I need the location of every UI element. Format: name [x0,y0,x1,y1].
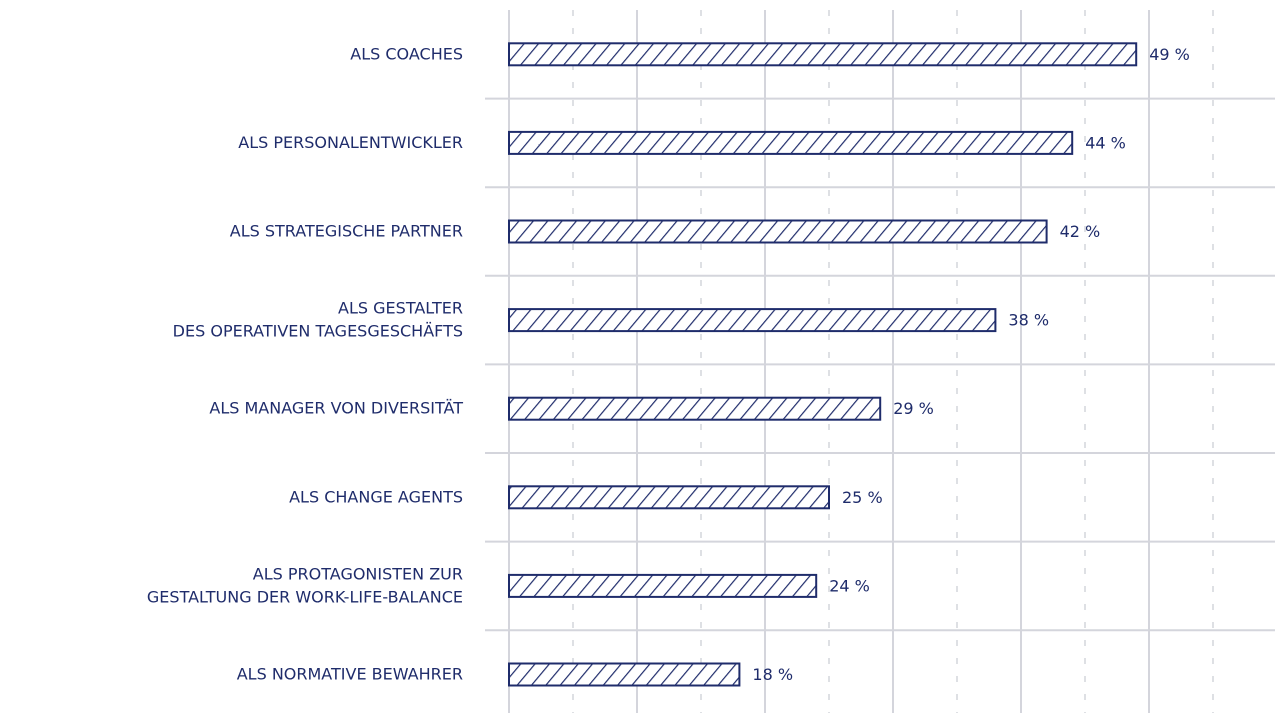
category-label: ALS NORMATIVE BEWAHRER [237,664,463,683]
value-label: 18 % [752,665,793,684]
bar [508,308,997,333]
category-label: ALS PERSONALENTWICKLER [238,132,463,151]
value-label: 49 % [1149,45,1190,64]
category-label: ALS GESTALTER DES OPERATIVEN TAGESGESCHÄF… [173,298,463,340]
value-label: 44 % [1085,133,1126,152]
value-label: 24 % [829,576,870,595]
value-label: 38 % [1008,311,1049,330]
category-label: ALS PROTAGONISTEN ZUR GESTALTUNG DER WORK… [147,564,463,606]
value-label: 25 % [842,488,883,507]
bar [508,662,741,687]
bar [508,130,1074,155]
category-label: ALS MANAGER VON DIVERSITÄT [209,398,463,417]
bar [508,219,1048,244]
bar [508,573,818,598]
category-label: ALS COACHES [350,44,463,63]
bar [508,485,830,510]
category-label: ALS CHANGE AGENTS [289,487,463,506]
bar [508,42,1138,67]
bar [508,396,882,421]
value-label: 42 % [1060,222,1101,241]
category-label: ALS STRATEGISCHE PARTNER [230,221,463,240]
value-label: 29 % [893,399,934,418]
